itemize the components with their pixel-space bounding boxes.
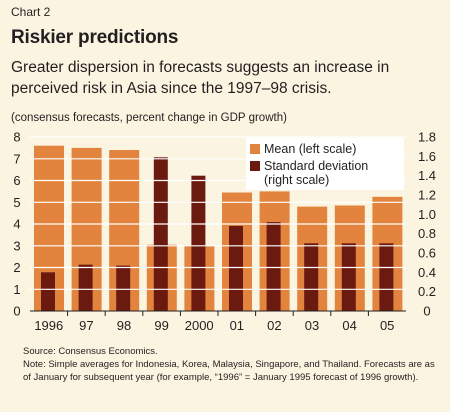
legend-label-mean: Mean (left scale): [264, 142, 356, 156]
y-left-tick-label: 5: [13, 195, 20, 210]
y-right-tick-label: 0.6: [418, 246, 436, 261]
x-tick-label: 03: [305, 318, 319, 333]
chart-kicker: Chart 2: [11, 5, 51, 19]
y-right-tick-label: 1.8: [418, 130, 436, 145]
y-left-tick-label: 1: [13, 282, 20, 297]
std-bar: [78, 264, 93, 311]
std-bar: [304, 243, 319, 311]
std-bar: [379, 243, 394, 311]
std-bar: [153, 157, 168, 311]
y-right-tick-label: 1.2: [418, 188, 436, 203]
std-bar: [191, 175, 206, 311]
x-tick-label: 99: [154, 318, 168, 333]
x-tick-label: 05: [380, 318, 394, 333]
unit-note: (consensus forecasts, percent change in …: [11, 112, 287, 124]
y-right-tick-label: 0.2: [418, 284, 436, 299]
y-left-tick-label: 8: [13, 130, 20, 145]
y-left-tick-label: 4: [13, 217, 20, 232]
legend-swatch-std: [250, 161, 260, 171]
x-tick-label: 04: [342, 318, 356, 333]
footnote: Note: Simple averages for Indonesia, Kor…: [23, 359, 435, 383]
legend-label-std: Standard deviation (right scale): [264, 159, 368, 187]
std-bar: [229, 225, 243, 311]
y-left-tick-label: 3: [13, 238, 20, 253]
y-left-tick-label: 7: [13, 151, 20, 166]
std-bar: [116, 265, 131, 311]
bar-chart: 01234567800.20.40.60.81.01.21.41.61.8199…: [13, 130, 436, 334]
source-note: Source: Consensus Economics.: [23, 346, 158, 357]
x-tick-label: 02: [267, 318, 281, 333]
chart-subtitle: Greater dispersion in forecasts suggests…: [11, 59, 390, 97]
x-tick-label: 98: [117, 318, 131, 333]
chart-title: Riskier predictions: [11, 27, 179, 48]
legend-swatch-mean: [250, 144, 260, 154]
y-left-tick-label: 2: [13, 260, 20, 275]
std-bar: [41, 272, 55, 311]
y-right-tick-label: 0: [423, 304, 430, 319]
x-tick-label: 01: [230, 318, 244, 333]
y-right-tick-label: 1.6: [418, 149, 436, 164]
y-right-tick-label: 1.0: [418, 207, 436, 222]
y-right-tick-label: 1.4: [418, 168, 436, 183]
y-right-tick-label: 0.8: [418, 226, 436, 241]
std-bar: [341, 243, 356, 311]
x-tick-label: 2000: [185, 318, 214, 333]
x-tick-label: 1996: [34, 318, 63, 333]
x-tick-label: 97: [79, 318, 93, 333]
y-left-tick-label: 0: [13, 304, 20, 319]
y-right-tick-label: 0.4: [418, 265, 436, 280]
legend-box: [246, 138, 404, 190]
std-bar: [266, 222, 281, 311]
y-left-tick-label: 6: [13, 173, 20, 188]
